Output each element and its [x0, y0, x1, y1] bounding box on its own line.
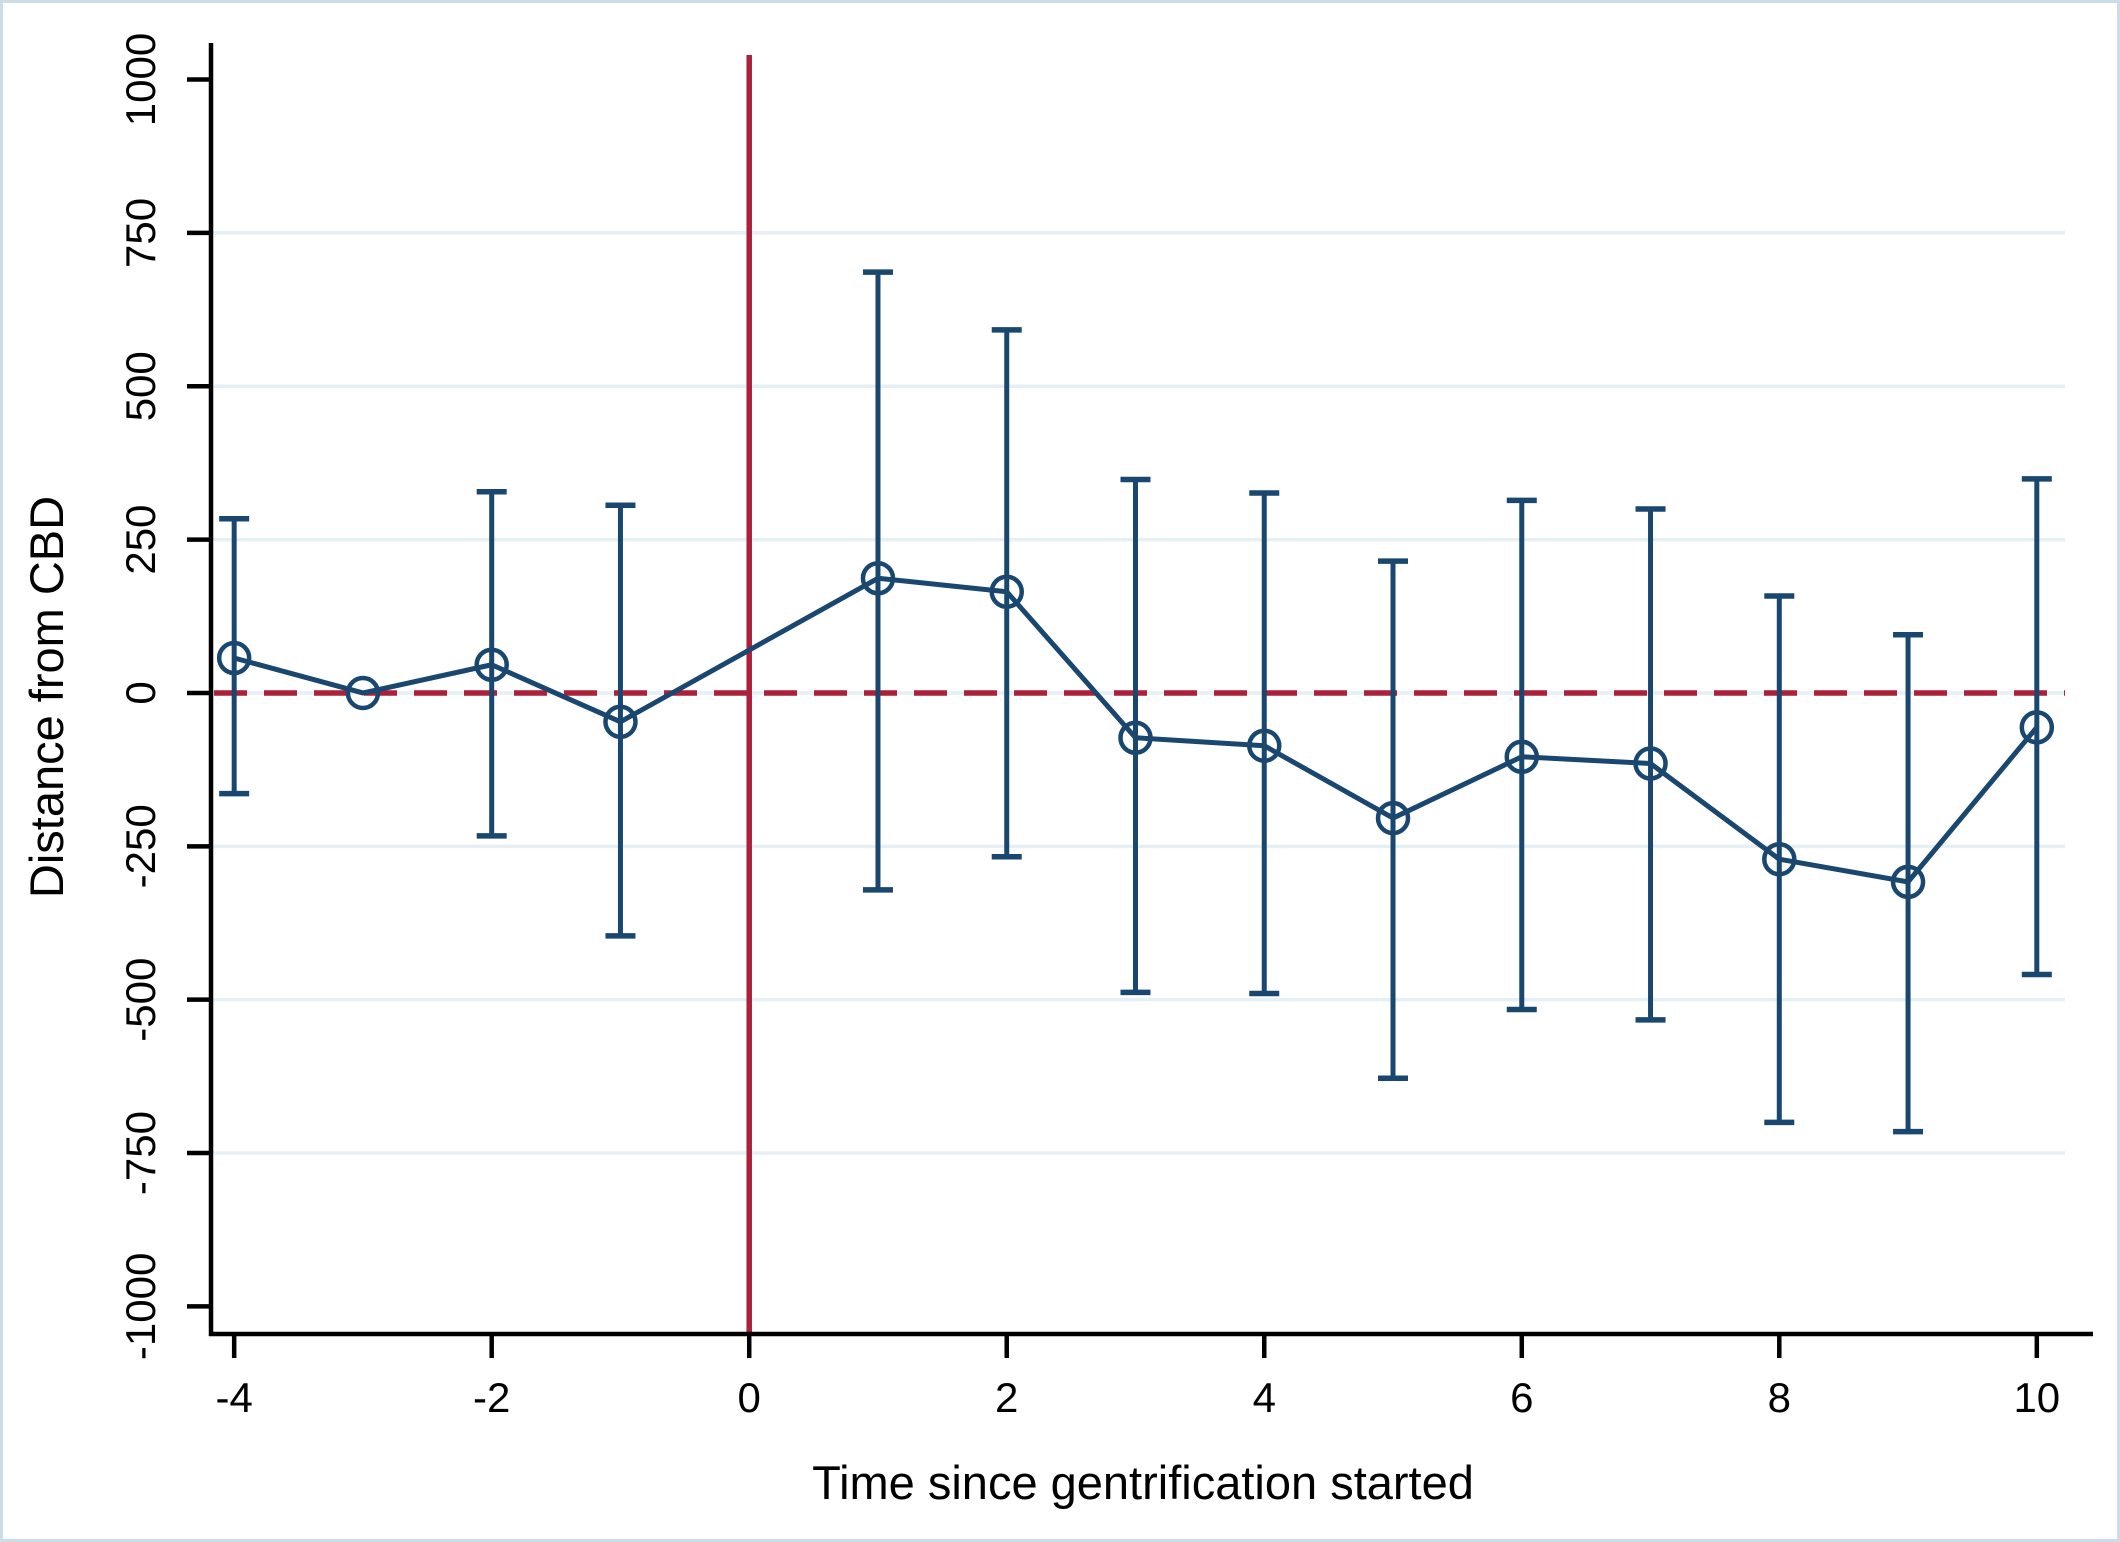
- series-line: [233, 575, 2039, 885]
- data-point-marker: [1762, 841, 1797, 877]
- x-axis-title: Time since gentrification started: [812, 1456, 1474, 1509]
- y-tick-label: 750: [117, 198, 164, 268]
- data-point-marker: [860, 561, 896, 596]
- markers-layer: [216, 561, 2055, 900]
- data-point-marker: [1118, 720, 1153, 755]
- reference-lines-layer: [214, 55, 2065, 1334]
- data-point-marker: [216, 640, 252, 676]
- y-tick-label: -250: [117, 804, 164, 888]
- data-point-marker: [1890, 864, 1926, 900]
- y-tick-label: -1000: [117, 1253, 164, 1360]
- data-point-marker: [1375, 800, 1411, 836]
- data-point-marker: [345, 675, 381, 711]
- event-study-chart: -1000 -750 -500 -250 0 250 500 750 1000 -4 -2 0 2 4 6 8…: [20, 33, 2093, 1509]
- y-tick-label: 250: [117, 505, 164, 575]
- x-tick-label: -4: [215, 1374, 252, 1421]
- data-point-marker: [1504, 739, 1540, 775]
- x-tick-label: 6: [1510, 1374, 1533, 1421]
- y-tick-label: -750: [117, 1111, 164, 1195]
- data-point-marker: [989, 574, 1024, 610]
- y-tick-label: 500: [117, 351, 164, 421]
- data-point-marker: [603, 704, 638, 740]
- data-point-marker: [1633, 746, 1668, 781]
- y-tick-label: 1000: [117, 33, 164, 126]
- x-tick-label: 2: [995, 1374, 1018, 1421]
- x-tick-label: 4: [1253, 1374, 1276, 1421]
- tick-labels-layer: -1000 -750 -500 -250 0 250 500 750 1000 -4 -2 0 2 4 6 8…: [117, 33, 2060, 1421]
- y-axis-title: Distance from CBD: [20, 496, 73, 898]
- data-point-marker: [1247, 728, 1282, 763]
- x-tick-label: 8: [1768, 1374, 1791, 1421]
- data-point-marker: [2019, 710, 2055, 745]
- x-tick-label: -2: [473, 1374, 510, 1421]
- x-tick-label: 0: [738, 1374, 761, 1421]
- axes-layer: [187, 43, 2093, 1358]
- y-tick-label: -500: [117, 958, 164, 1042]
- x-tick-label: 10: [2013, 1374, 2060, 1421]
- series-line-layer: [233, 575, 2039, 885]
- error-bars-layer: [219, 269, 2052, 1135]
- data-point-marker: [474, 647, 509, 682]
- y-tick-label: 0: [117, 681, 164, 704]
